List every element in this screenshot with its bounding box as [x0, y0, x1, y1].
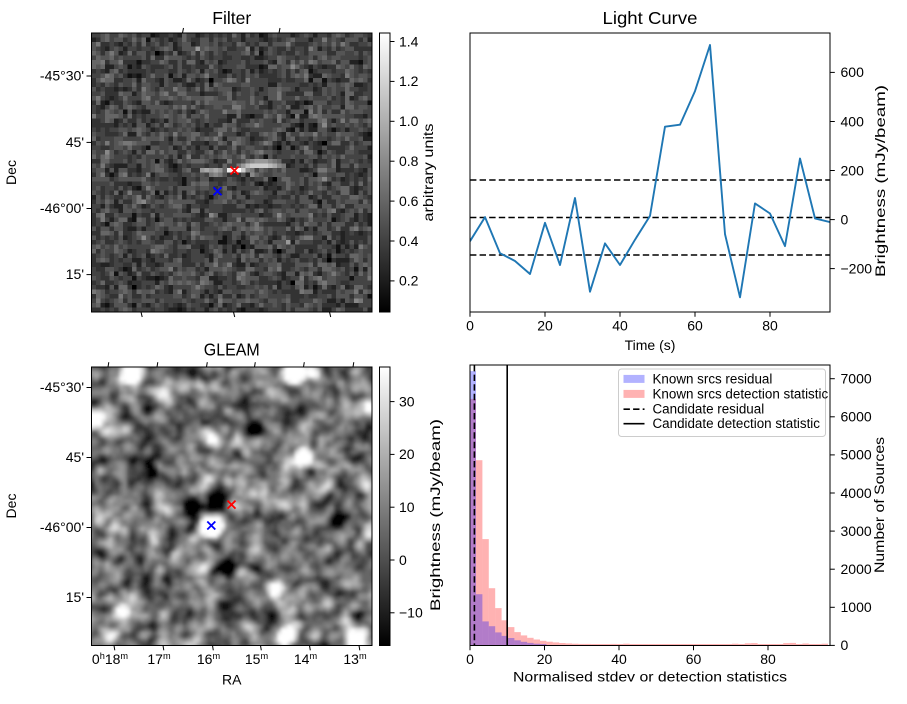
svg-text:0: 0	[841, 637, 849, 653]
svg-text:-46°00': -46°00'	[40, 519, 84, 535]
svg-text:15': 15'	[66, 589, 84, 605]
svg-text:20: 20	[399, 446, 415, 462]
svg-text:5000: 5000	[841, 447, 872, 463]
svg-text:Filter: Filter	[212, 8, 251, 28]
svg-text:RA: RA	[222, 672, 242, 688]
svg-text:0.6: 0.6	[399, 193, 419, 209]
svg-text:-45°30': -45°30'	[40, 379, 84, 395]
svg-text:10: 10	[399, 499, 415, 515]
svg-text:Candidate residual: Candidate residual	[653, 402, 765, 417]
svg-text:600: 600	[841, 64, 865, 80]
svg-text:0: 0	[841, 211, 849, 227]
svg-text:1000: 1000	[841, 599, 872, 615]
svg-text:Known srcs residual: Known srcs residual	[653, 371, 773, 386]
svg-text:Normalised stdev or detection: Normalised stdev or detection statistics	[513, 669, 787, 685]
svg-text:Time (s): Time (s)	[625, 337, 676, 353]
svg-text:40: 40	[611, 651, 627, 667]
svg-text:45': 45'	[66, 449, 84, 465]
svg-text:30: 30	[399, 393, 415, 409]
svg-text:Light Curve: Light Curve	[603, 8, 698, 28]
svg-text:-45°30': -45°30'	[40, 68, 84, 84]
svg-text:6000: 6000	[841, 409, 872, 425]
svg-text:60: 60	[687, 318, 703, 334]
svg-text:GLEAM: GLEAM	[204, 340, 260, 360]
svg-text:1.2: 1.2	[399, 73, 419, 89]
svg-text:1.4: 1.4	[399, 33, 419, 49]
svg-text:3000: 3000	[841, 523, 872, 539]
svg-text:0h18m: 0h18m	[92, 651, 129, 667]
svg-text:−10: −10	[399, 605, 423, 621]
svg-text:15': 15'	[66, 266, 84, 282]
svg-text:45': 45'	[66, 134, 84, 150]
svg-text:1.0: 1.0	[399, 113, 419, 129]
svg-text:−200: −200	[841, 260, 873, 276]
svg-text:7000: 7000	[841, 371, 872, 387]
svg-text:0.8: 0.8	[399, 153, 419, 169]
svg-text:0.4: 0.4	[399, 233, 419, 249]
svg-text:20: 20	[537, 318, 553, 334]
svg-text:0: 0	[399, 552, 407, 568]
svg-text:80: 80	[760, 651, 776, 667]
svg-text:Number of Sources: Number of Sources	[871, 437, 887, 573]
svg-text:80: 80	[762, 318, 778, 334]
svg-text:Candidate detection statistic: Candidate detection statistic	[653, 416, 821, 431]
svg-text:Dec: Dec	[3, 494, 19, 519]
svg-text:40: 40	[612, 318, 628, 334]
svg-text:-46°00': -46°00'	[40, 200, 84, 216]
svg-text:2000: 2000	[841, 561, 872, 577]
svg-text:0: 0	[466, 318, 474, 334]
svg-text:0.2: 0.2	[399, 273, 419, 289]
svg-text:Brightness (mJy/beam): Brightness (mJy/beam)	[427, 419, 443, 611]
svg-text:4000: 4000	[841, 485, 872, 501]
svg-text:Brightness (mJy/beam): Brightness (mJy/beam)	[872, 85, 888, 277]
svg-text:60: 60	[686, 651, 702, 667]
svg-text:400: 400	[841, 113, 865, 129]
svg-text:200: 200	[841, 162, 865, 178]
svg-text:20: 20	[537, 651, 553, 667]
svg-text:Known srcs detection statistic: Known srcs detection statistic	[653, 386, 829, 401]
svg-text:0: 0	[466, 651, 474, 667]
svg-text:arbitrary units: arbitrary units	[420, 124, 436, 222]
svg-text:Dec: Dec	[3, 160, 19, 185]
